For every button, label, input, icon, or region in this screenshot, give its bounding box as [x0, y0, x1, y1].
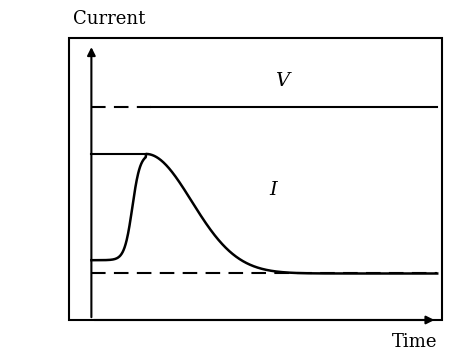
Text: Current: Current: [73, 10, 146, 28]
Text: I: I: [270, 182, 277, 200]
Text: V: V: [275, 72, 290, 90]
Text: Time: Time: [392, 333, 437, 351]
